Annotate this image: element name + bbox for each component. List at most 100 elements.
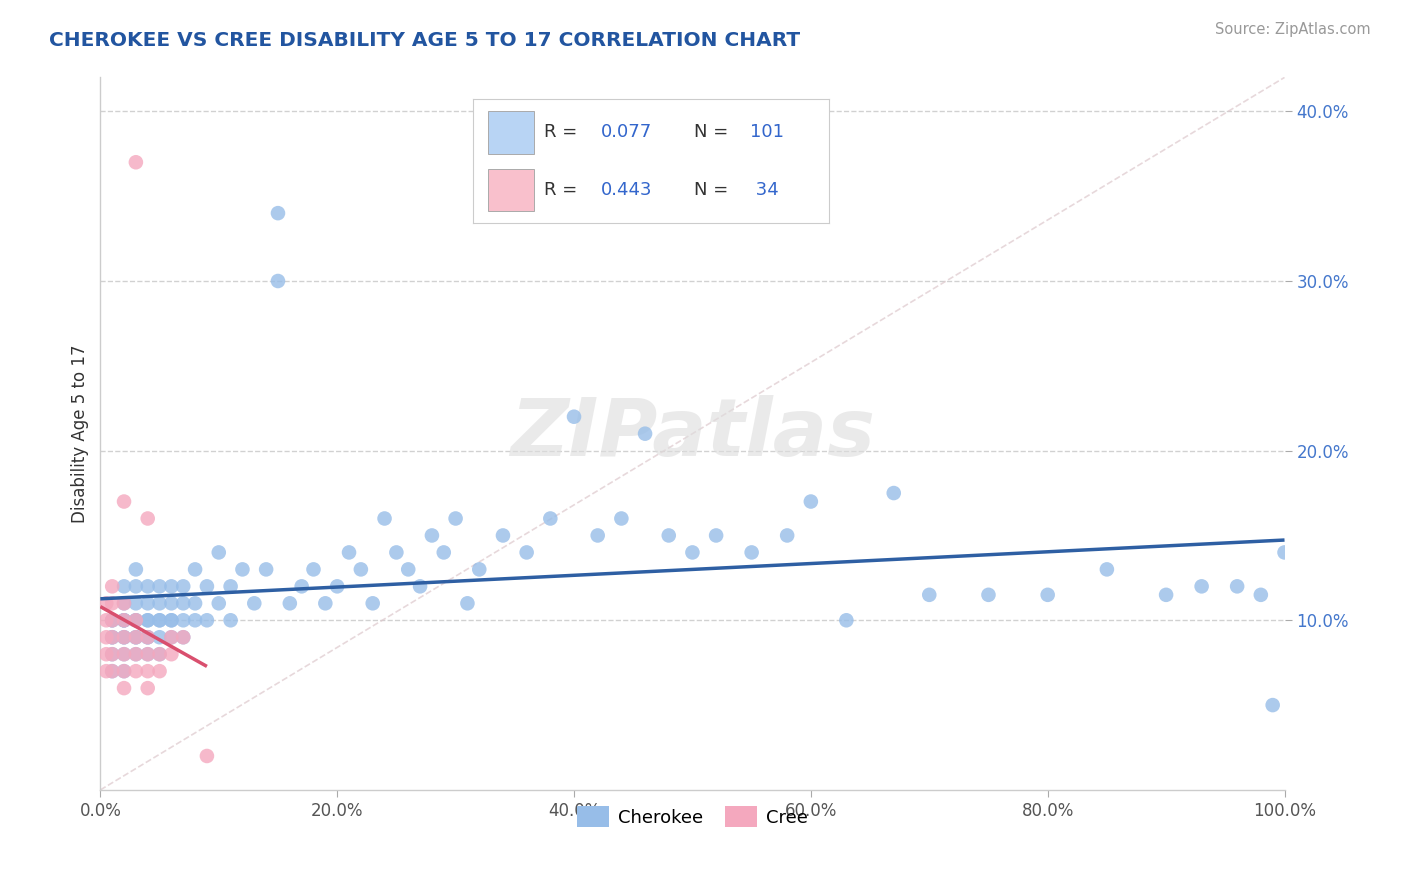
Point	[337, 545, 360, 559]
Point	[586, 528, 609, 542]
Point	[136, 613, 159, 627]
Point	[243, 596, 266, 610]
Point	[254, 562, 277, 576]
Point	[101, 596, 124, 610]
Point	[101, 613, 124, 627]
Point	[96, 664, 118, 678]
Point	[278, 596, 301, 610]
Point	[883, 486, 905, 500]
Point	[96, 613, 118, 627]
Point	[101, 630, 124, 644]
Point	[704, 528, 727, 542]
Point	[610, 511, 633, 525]
Point	[112, 664, 135, 678]
Point	[195, 613, 218, 627]
Text: ZIPatlas: ZIPatlas	[510, 394, 875, 473]
Point	[112, 647, 135, 661]
Point	[219, 579, 242, 593]
Point	[977, 588, 1000, 602]
Point	[468, 562, 491, 576]
Point	[96, 596, 118, 610]
Point	[125, 647, 148, 661]
Point	[101, 579, 124, 593]
Point	[96, 647, 118, 661]
Point	[835, 613, 858, 627]
Point	[112, 664, 135, 678]
Point	[160, 613, 183, 627]
Point	[148, 647, 170, 661]
Point	[800, 494, 823, 508]
Point	[1250, 588, 1272, 602]
Point	[125, 630, 148, 644]
Point	[562, 409, 585, 424]
Point	[160, 630, 183, 644]
Point	[101, 630, 124, 644]
Point	[125, 155, 148, 169]
Point	[444, 511, 467, 525]
Point	[172, 596, 194, 610]
Point	[101, 647, 124, 661]
Point	[208, 545, 231, 559]
Point	[184, 596, 207, 610]
Point	[184, 562, 207, 576]
Point	[125, 630, 148, 644]
Point	[148, 579, 170, 593]
Point	[918, 588, 941, 602]
Point	[101, 613, 124, 627]
Point	[112, 613, 135, 627]
Point	[456, 596, 478, 610]
Point	[112, 596, 135, 610]
Point	[125, 664, 148, 678]
Point	[112, 494, 135, 508]
Text: CHEROKEE VS CREE DISABILITY AGE 5 TO 17 CORRELATION CHART: CHEROKEE VS CREE DISABILITY AGE 5 TO 17 …	[49, 31, 800, 50]
Point	[741, 545, 763, 559]
Point	[112, 579, 135, 593]
Point	[658, 528, 681, 542]
Point	[101, 647, 124, 661]
Point	[112, 630, 135, 644]
Point	[681, 545, 703, 559]
Point	[208, 596, 231, 610]
Point	[1036, 588, 1059, 602]
Point	[634, 426, 657, 441]
Point	[776, 528, 799, 542]
Point	[267, 206, 290, 220]
Y-axis label: Disability Age 5 to 17: Disability Age 5 to 17	[72, 344, 89, 523]
Point	[136, 647, 159, 661]
Point	[433, 545, 456, 559]
Point	[148, 613, 170, 627]
Point	[125, 630, 148, 644]
Point	[326, 579, 349, 593]
Point	[172, 613, 194, 627]
Point	[291, 579, 314, 593]
Point	[1191, 579, 1213, 593]
Point	[125, 562, 148, 576]
Point	[112, 630, 135, 644]
Point	[136, 647, 159, 661]
Point	[172, 630, 194, 644]
Point	[160, 613, 183, 627]
Point	[195, 579, 218, 593]
Point	[1095, 562, 1118, 576]
Point	[112, 613, 135, 627]
Point	[112, 596, 135, 610]
Point	[172, 579, 194, 593]
Point	[112, 647, 135, 661]
Point	[219, 613, 242, 627]
Point	[1154, 588, 1177, 602]
Point	[350, 562, 373, 576]
Point	[361, 596, 384, 610]
Point	[136, 596, 159, 610]
Point	[148, 596, 170, 610]
Point	[160, 630, 183, 644]
Point	[125, 613, 148, 627]
Point	[538, 511, 561, 525]
Point	[314, 596, 336, 610]
Point	[148, 664, 170, 678]
Point	[125, 613, 148, 627]
Point	[136, 630, 159, 644]
Point	[136, 630, 159, 644]
Point	[125, 613, 148, 627]
Point	[136, 613, 159, 627]
Point	[112, 613, 135, 627]
